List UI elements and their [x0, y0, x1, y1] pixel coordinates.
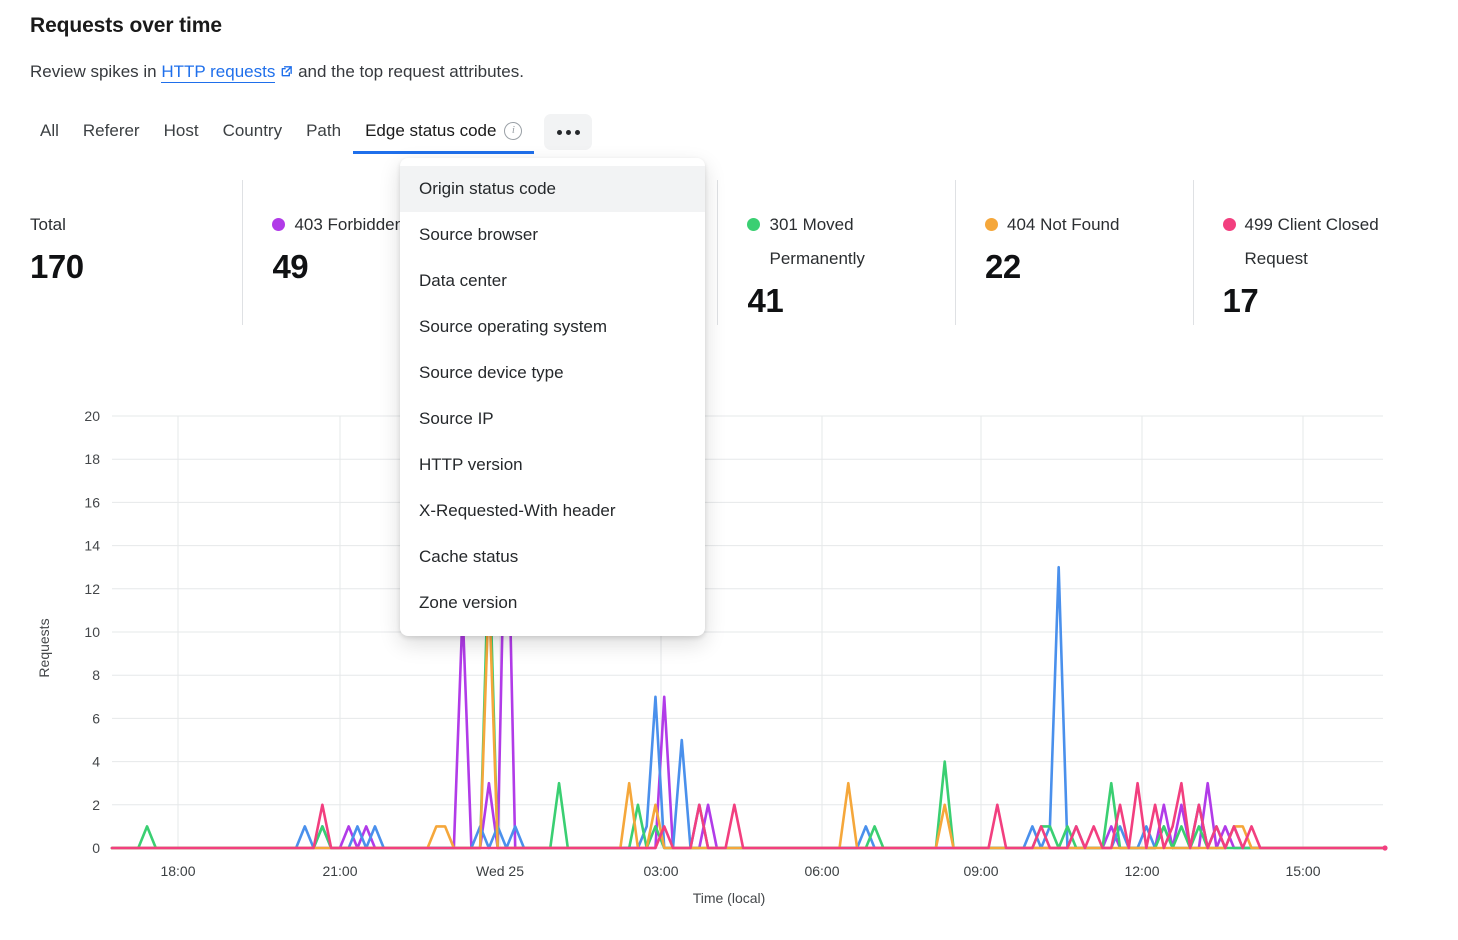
x-axis-tick-label: 03:00 [643, 863, 678, 879]
page-title: Requests over time [30, 14, 222, 37]
stat-card-499: 499 Client Closed Request 17 [1192, 180, 1431, 325]
stat-label: 499 Client Closed Request [1222, 208, 1413, 276]
external-link-icon [280, 63, 293, 77]
x-axis-tick-label: Wed 25 [476, 863, 524, 879]
tab-label: Edge status code [365, 120, 497, 140]
requests-over-time-chart: Requests Time (local) 0 2 4 6 8 10 12 14 16 18 20 1… [0, 380, 1458, 920]
y-axis-tick-label: 20 [84, 408, 100, 424]
attribute-dropdown-menu[interactable]: Origin status code Source browser Data c… [400, 158, 705, 636]
tab-label: All [40, 120, 59, 140]
y-axis-title: Requests [36, 618, 52, 678]
plot-area: 0 2 4 6 8 10 12 14 16 18 20 18:00 21:00 Wed 25 03:00 06… [84, 408, 1388, 879]
y-axis-tick-label: 10 [84, 624, 100, 640]
stat-label-text: 499 Client Closed Request [1244, 215, 1379, 268]
series-color-swatch [272, 218, 286, 231]
tab-label: Host [163, 120, 199, 140]
menu-item-source-browser[interactable]: Source browser [419, 225, 539, 244]
ellipsis-dot [565, 129, 571, 135]
page-subtitle: Review spikes in HTTP requests and the t… [30, 62, 524, 83]
menu-item-source-device-type[interactable]: Source device type [419, 363, 564, 382]
tab-country[interactable]: Country [211, 117, 295, 154]
info-icon[interactable]: i [504, 121, 523, 140]
series-color-swatch [1222, 218, 1236, 231]
tab-referer[interactable]: Referer [71, 117, 152, 154]
x-axis-tick-label: 12:00 [1124, 863, 1159, 879]
series-line [110, 565, 1385, 850]
subtitle-prefix: Review spikes in [30, 62, 162, 81]
y-axis-tick-label: 0 [92, 840, 100, 856]
y-axis-tick-label: 8 [92, 667, 100, 683]
more-options-button[interactable] [544, 114, 593, 150]
stat-card-total: Total 170 [0, 180, 242, 325]
menu-item-http-version[interactable]: HTTP version [419, 455, 523, 474]
stat-value: 170 [30, 248, 84, 285]
ellipsis-dot [574, 129, 580, 135]
x-axis-tick-label: 15:00 [1285, 863, 1320, 879]
y-axis-tick-label: 14 [84, 538, 100, 554]
stat-label-text: 403 Forbidden [294, 215, 405, 234]
stat-card-404: 404 Not Found 22 [955, 180, 1193, 325]
x-axis-tick-label: 18:00 [160, 863, 195, 879]
menu-item-x-requested-with-header[interactable]: X-Requested-With header [419, 501, 616, 520]
stat-card-403: 403 Forbidden 49 [242, 180, 480, 325]
y-axis-tick-label: 12 [84, 581, 100, 597]
menu-item-source-operating-system[interactable]: Source operating system [419, 317, 608, 336]
stat-value: 17 [1222, 282, 1259, 319]
series-line [110, 781, 1385, 850]
stat-label: Total [30, 208, 220, 242]
x-axis-tick-label: 06:00 [804, 863, 839, 879]
y-axis-tick-label: 16 [84, 494, 100, 510]
menu-item-cache-status[interactable]: Cache status [419, 547, 519, 566]
y-axis-tick-label: 6 [92, 710, 100, 726]
menu-item-source-ip[interactable]: Source IP [419, 409, 494, 428]
stat-value: 22 [985, 248, 1021, 285]
tab-path[interactable]: Path [294, 117, 353, 154]
tab-host[interactable]: Host [152, 117, 211, 154]
x-axis-tick-label: 09:00 [963, 863, 998, 879]
stat-label-text: 301 Moved Permanently [769, 215, 865, 268]
attribute-tabs: All Referer Host Country Path Edge statu… [28, 113, 593, 157]
tab-label: Referer [82, 120, 140, 140]
x-axis-tick-label: 21:00 [322, 863, 357, 879]
y-axis-tick-label: 4 [92, 754, 100, 770]
series-color-swatch [985, 218, 998, 231]
stat-card-301: 301 Moved Permanently 41 [717, 180, 955, 325]
x-axis-title: Time (local) [692, 890, 766, 906]
tab-label: Path [306, 120, 342, 140]
series-endpoint-marker [1382, 845, 1388, 851]
y-axis-tick-label: 2 [92, 797, 100, 813]
menu-item-data-center[interactable]: Data center [419, 271, 507, 290]
stat-label: 404 Not Found [985, 208, 1175, 242]
stat-value: 41 [747, 282, 784, 319]
tab-label: Country [222, 120, 283, 140]
stat-label-text: 404 Not Found [1007, 215, 1120, 234]
tab-edge-status-code[interactable]: Edge status code i [353, 117, 535, 154]
series-line [110, 544, 1385, 850]
http-requests-link[interactable]: HTTP requests [161, 62, 276, 83]
summary-stats: Total 170 403 Forbidden 49 200 OK 41 301… [0, 180, 1430, 325]
stat-label: 403 Forbidden [272, 208, 462, 242]
stat-value: 49 [272, 248, 309, 285]
series-color-swatch [747, 218, 761, 231]
menu-item-zone-version[interactable]: Zone version [419, 593, 518, 612]
series-line [110, 436, 1385, 850]
y-axis-tick-label: 18 [84, 451, 100, 467]
stat-label: 301 Moved Permanently [747, 208, 937, 276]
menu-item-origin-status-code[interactable]: Origin status code [400, 166, 705, 212]
stat-label-text: Total [30, 215, 66, 234]
ellipsis-dot [556, 129, 562, 135]
tab-all[interactable]: All [28, 117, 71, 154]
subtitle-suffix: and the top request attributes. [293, 62, 524, 81]
